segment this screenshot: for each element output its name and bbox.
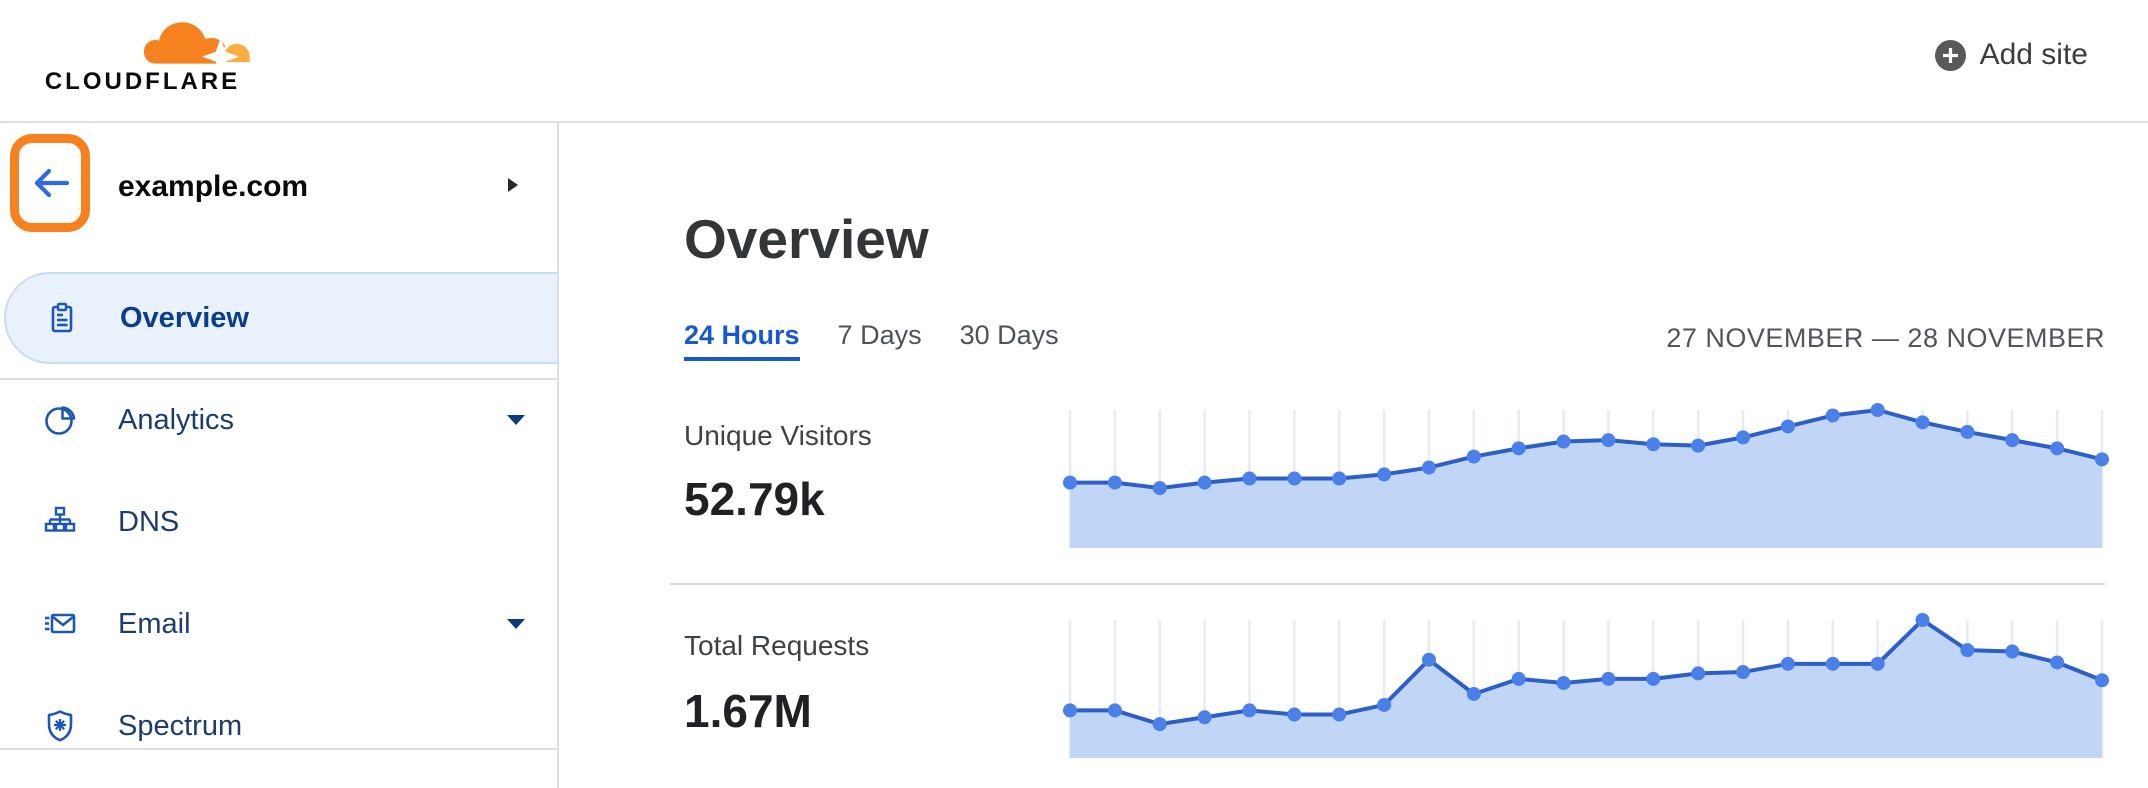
tab-30-days[interactable]: 30 Days xyxy=(959,320,1059,350)
site-row-divider xyxy=(0,378,558,380)
chevron-right-icon[interactable] xyxy=(506,176,520,194)
header-divider xyxy=(0,121,2148,123)
shield-icon xyxy=(47,710,73,742)
cloudflare-logo[interactable]: CLOUDFLARE xyxy=(20,8,265,100)
total-requests-chart[interactable] xyxy=(1062,606,2110,758)
back-button-highlight[interactable] xyxy=(10,134,90,232)
date-range-label: 27 NOVEMBER — 28 NOVEMBER xyxy=(1666,323,2105,353)
sidebar-divider xyxy=(557,123,559,788)
sidebar-item-label: Analytics xyxy=(118,403,235,436)
sidebar-item-email[interactable]: Email xyxy=(0,578,558,670)
sidebar: example.com Overview Analytics xyxy=(0,123,559,788)
sidebar-item-dns[interactable]: DNS xyxy=(0,476,558,568)
unique-visitors-chart[interactable] xyxy=(1062,396,2110,548)
page-title: Overview xyxy=(684,208,929,270)
sidebar-item-spectrum[interactable]: Spectrum xyxy=(0,680,558,772)
sidebar-item-label: Spectrum xyxy=(118,709,243,742)
site-selector-row: example.com xyxy=(0,123,558,257)
total-requests-value: 1.67M xyxy=(684,685,812,737)
email-icon xyxy=(45,613,76,634)
chevron-down-icon xyxy=(507,415,525,425)
sidebar-item-overview[interactable]: Overview xyxy=(4,272,558,364)
clipboard-icon xyxy=(51,302,73,333)
site-name: example.com xyxy=(118,170,309,203)
back-arrow-icon xyxy=(34,168,70,198)
total-requests-label: Total Requests xyxy=(684,630,870,661)
tab-24-hours[interactable]: 24 Hours xyxy=(684,320,800,361)
cloudflare-wordmark: CLOUDFLARE xyxy=(44,68,241,95)
top-header: CLOUDFLARE Add site xyxy=(0,0,2148,123)
sidebar-item-analytics[interactable]: Analytics xyxy=(0,374,558,466)
plus-icon xyxy=(1934,39,1966,71)
sidebar-item-label: Overview xyxy=(120,301,249,334)
pie-chart-icon xyxy=(45,406,76,435)
sidebar-section-divider xyxy=(0,748,558,750)
chevron-down-icon xyxy=(507,619,525,629)
sidebar-item-label: Email xyxy=(118,607,191,640)
metrics-divider xyxy=(670,583,2105,585)
time-range-tabs: 24 Hours 7 Days 30 Days xyxy=(684,320,1059,361)
tab-7-days[interactable]: 7 Days xyxy=(837,320,922,350)
dns-tree-icon xyxy=(44,506,76,532)
cloudflare-cloud-icon xyxy=(143,22,253,66)
add-site-button[interactable]: Add site xyxy=(1934,38,2088,72)
unique-visitors-label: Unique Visitors xyxy=(684,420,872,451)
sidebar-item-label: DNS xyxy=(118,505,180,538)
add-site-label: Add site xyxy=(1979,38,2088,71)
unique-visitors-value: 52.79k xyxy=(684,473,825,525)
